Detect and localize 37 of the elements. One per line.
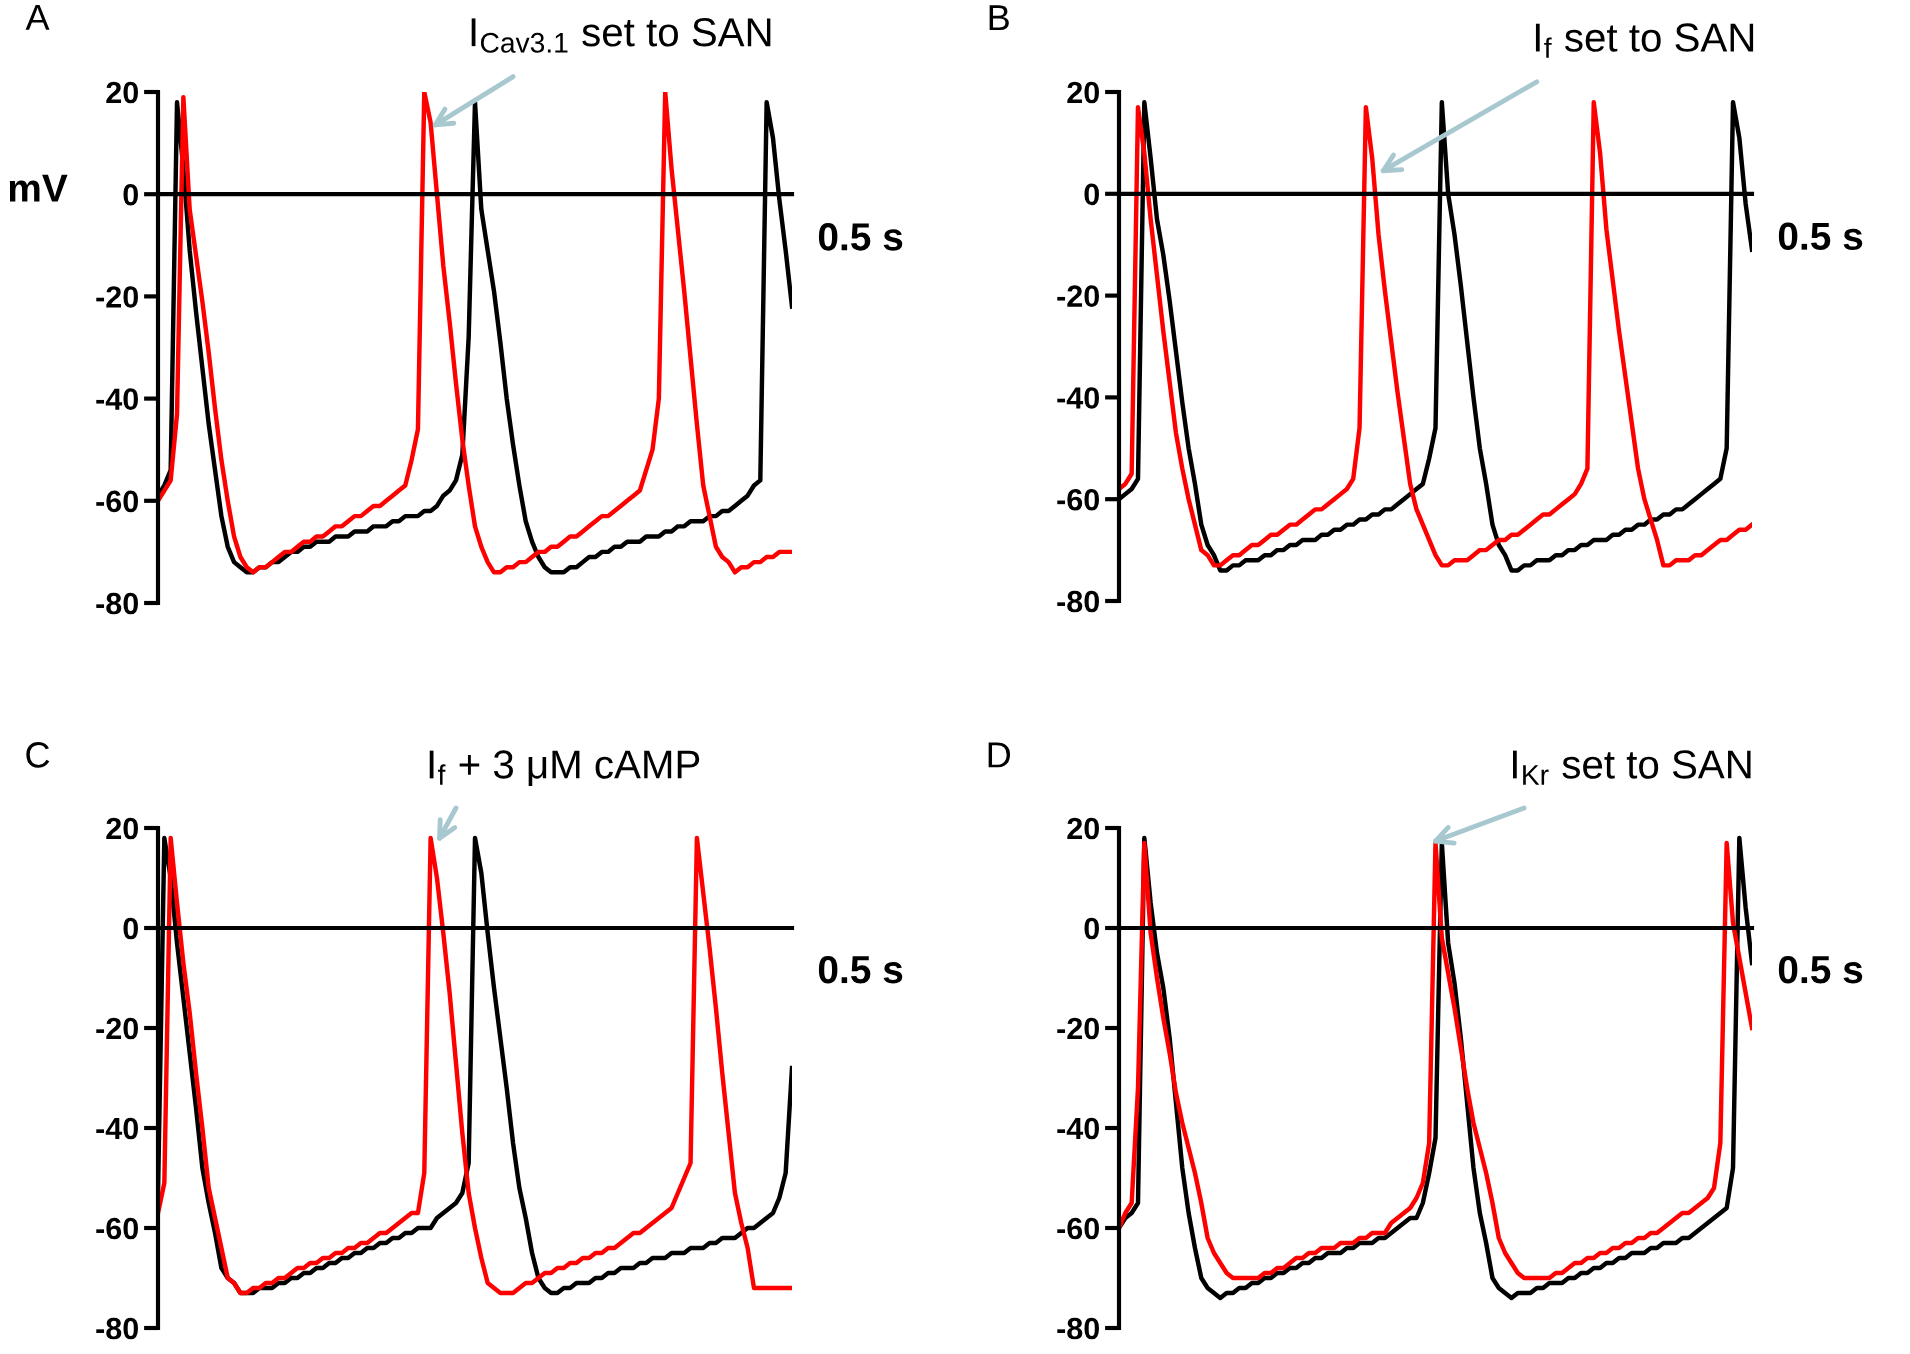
chart-title: I$_{Cav3.1}$ set to SAN [471, 18, 771, 53]
y-tick-label: 20 [106, 817, 138, 840]
text: A [25, 4, 50, 30]
y-tick-label: 0 [1084, 183, 1099, 206]
y-tick-label: 20 [1067, 817, 1099, 840]
text: 0.5 s [818, 223, 903, 251]
y-tick-label: -60 [1057, 488, 1099, 511]
y-tick-label: -40 [1057, 387, 1099, 409]
y-tick-label: -20 [96, 1017, 138, 1040]
y-tick-label: 20 [1067, 81, 1099, 104]
y-tick-label: -20 [1057, 285, 1099, 307]
y-tick-label: -40 [1057, 1117, 1099, 1140]
y-tick-label: -80 [96, 1317, 138, 1340]
text: 0.5 s [1778, 955, 1863, 984]
text: C [26, 742, 50, 768]
text: 0.5 s [818, 955, 903, 984]
y-tick-label: -20 [1057, 1017, 1099, 1040]
y-tick-label: 0 [123, 183, 138, 206]
y-tick-label: -40 [96, 388, 138, 410]
y-tick-label: -20 [96, 286, 138, 308]
chart-title: I$_{f}$ set to SAN [1535, 23, 1754, 58]
y-tick-label: -60 [96, 490, 138, 513]
chart-title: I$_{Kr}$ set to SAN [1513, 750, 1751, 785]
y-tick-label: -40 [96, 1117, 138, 1140]
y-tick-label: -80 [96, 592, 138, 615]
y-tick-label: 0 [123, 917, 138, 940]
chart-title: I$_{f}$ + 3 μM cAMP [429, 750, 700, 787]
text: 0.5 s [1778, 222, 1863, 251]
y-tick-label: -60 [1057, 1217, 1099, 1240]
y-tick-label: -80 [1057, 1317, 1099, 1340]
y-tick-label: -60 [96, 1217, 138, 1240]
y-tick-label: 0 [1084, 917, 1099, 940]
y-axis-title: mV [9, 174, 68, 202]
text: B [989, 5, 1009, 31]
y-tick-label: -80 [1057, 590, 1099, 613]
text: D [988, 742, 1011, 768]
y-tick-label: 20 [106, 81, 138, 104]
